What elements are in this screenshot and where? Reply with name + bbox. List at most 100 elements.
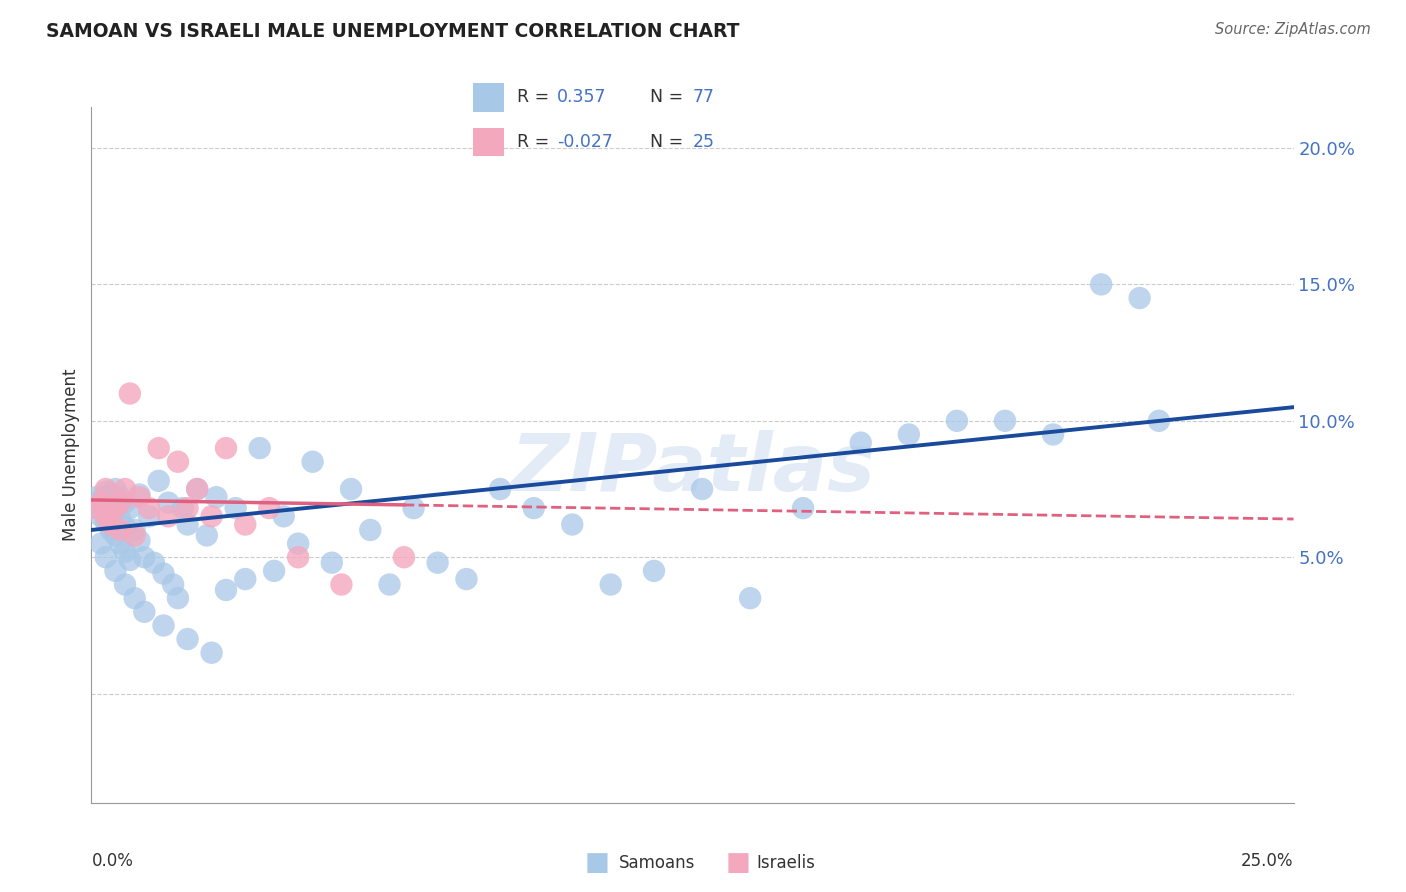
Point xyxy=(1042,427,1064,442)
Point xyxy=(340,482,363,496)
Point xyxy=(94,484,117,499)
Point xyxy=(359,523,381,537)
Point xyxy=(392,550,415,565)
Point xyxy=(114,545,136,559)
Point xyxy=(456,572,478,586)
Point xyxy=(167,455,190,469)
Point xyxy=(128,487,150,501)
Point xyxy=(740,591,762,606)
Point xyxy=(1129,291,1152,305)
Y-axis label: Male Unemployment: Male Unemployment xyxy=(62,368,80,541)
Point xyxy=(84,490,107,504)
Point xyxy=(110,523,132,537)
Point xyxy=(233,572,256,586)
Text: ZIPatlas: ZIPatlas xyxy=(510,430,875,508)
Point xyxy=(162,577,184,591)
Point xyxy=(90,509,112,524)
Point xyxy=(176,501,198,516)
Point xyxy=(157,509,180,524)
Point xyxy=(201,509,224,524)
Point xyxy=(138,501,160,516)
Text: 25.0%: 25.0% xyxy=(1241,852,1294,870)
Point xyxy=(90,536,112,550)
Point xyxy=(690,482,713,496)
Point xyxy=(994,414,1017,428)
Point xyxy=(104,482,127,496)
Point xyxy=(1090,277,1112,292)
Point xyxy=(792,501,814,516)
Point xyxy=(849,435,872,450)
Point xyxy=(94,550,117,565)
Point xyxy=(225,501,247,516)
Point xyxy=(104,501,127,516)
Text: Source: ZipAtlas.com: Source: ZipAtlas.com xyxy=(1215,22,1371,37)
Text: -0.027: -0.027 xyxy=(557,133,613,151)
Point xyxy=(330,577,353,591)
Text: 0.0%: 0.0% xyxy=(91,852,134,870)
Point xyxy=(426,556,449,570)
Point xyxy=(90,492,112,507)
Point xyxy=(273,509,295,524)
Point xyxy=(321,556,343,570)
Point xyxy=(124,523,146,537)
Text: Israelis: Israelis xyxy=(756,855,815,872)
Point xyxy=(599,577,621,591)
Point xyxy=(90,496,112,510)
Point xyxy=(176,632,198,646)
Text: ■: ■ xyxy=(725,850,751,877)
Point xyxy=(84,501,107,516)
Point xyxy=(94,499,117,513)
Point xyxy=(897,427,920,442)
Point xyxy=(94,482,117,496)
Text: 77: 77 xyxy=(693,88,714,106)
Point xyxy=(378,577,401,591)
Point xyxy=(259,501,281,516)
Point xyxy=(643,564,665,578)
Point xyxy=(186,482,208,496)
Point xyxy=(94,515,117,529)
Point xyxy=(1147,414,1170,428)
Text: 0.357: 0.357 xyxy=(557,88,606,106)
Point xyxy=(215,582,238,597)
Text: N =: N = xyxy=(650,88,683,106)
Point xyxy=(110,490,132,504)
Point xyxy=(195,528,218,542)
Point xyxy=(128,490,150,504)
Point xyxy=(233,517,256,532)
Point xyxy=(215,441,238,455)
Point xyxy=(176,517,198,532)
Point xyxy=(104,528,127,542)
Point xyxy=(134,550,156,565)
Point xyxy=(148,474,170,488)
Point xyxy=(118,501,141,516)
Text: Samoans: Samoans xyxy=(619,855,695,872)
Point xyxy=(205,490,228,504)
Point xyxy=(148,441,170,455)
Point xyxy=(110,536,132,550)
Point xyxy=(114,520,136,534)
FancyBboxPatch shape xyxy=(474,83,505,112)
Text: R =: R = xyxy=(516,88,548,106)
Point xyxy=(402,501,425,516)
Point xyxy=(263,564,285,578)
Text: N =: N = xyxy=(650,133,683,151)
Point xyxy=(523,501,546,516)
Point xyxy=(249,441,271,455)
Point xyxy=(118,386,141,401)
Point xyxy=(172,501,194,516)
Point xyxy=(94,509,117,524)
Point xyxy=(152,566,174,581)
Point xyxy=(110,512,132,526)
Point xyxy=(287,536,309,550)
Point xyxy=(287,550,309,565)
FancyBboxPatch shape xyxy=(474,128,505,156)
Point xyxy=(110,496,132,510)
Point xyxy=(84,501,107,516)
Point xyxy=(104,564,127,578)
Point xyxy=(100,487,122,501)
Point xyxy=(100,523,122,537)
Point xyxy=(167,591,190,606)
Text: SAMOAN VS ISRAELI MALE UNEMPLOYMENT CORRELATION CHART: SAMOAN VS ISRAELI MALE UNEMPLOYMENT CORR… xyxy=(46,22,740,41)
Point xyxy=(100,507,122,521)
Point xyxy=(124,591,146,606)
